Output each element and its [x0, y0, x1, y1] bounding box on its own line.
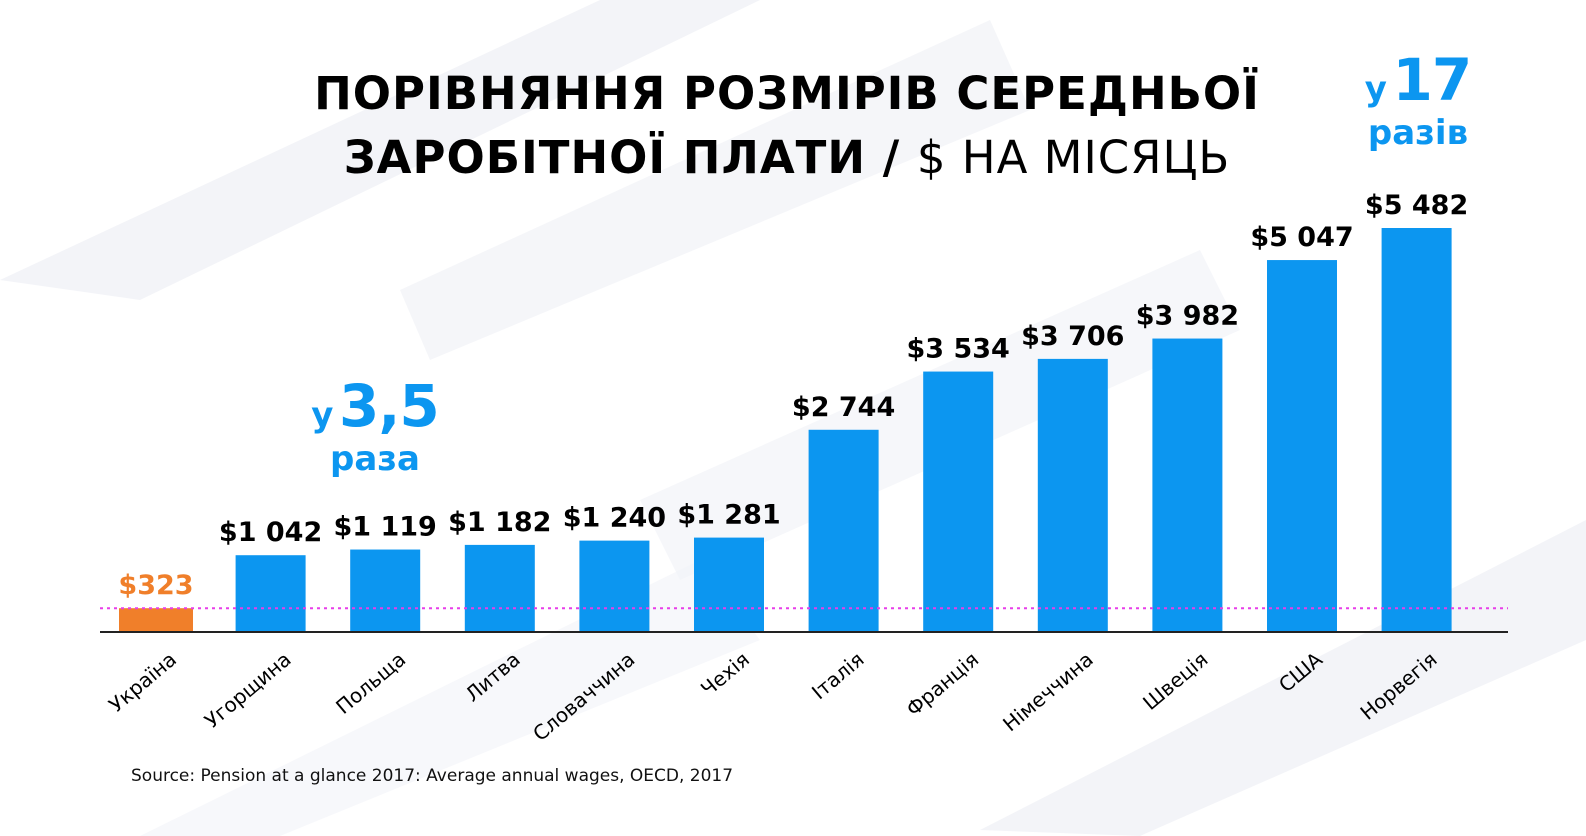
data-label-8: $3 706	[1021, 321, 1124, 352]
data-label-9: $3 982	[1136, 301, 1239, 332]
bar-5	[694, 537, 764, 632]
data-label-4: $1 240	[563, 503, 666, 534]
callout-low-word: раза	[330, 439, 420, 479]
category-label-4: Словаччина	[528, 647, 639, 746]
callout-high-word: разів	[1367, 113, 1469, 153]
data-label-7: $3 534	[907, 334, 1010, 365]
callout-high-number: 17	[1392, 46, 1473, 114]
callout-low-number: 3,5	[339, 372, 440, 440]
chart-title-unit: $ НА МІСЯЦЬ	[916, 131, 1231, 184]
bar-2	[350, 549, 421, 632]
bar-4	[579, 540, 650, 632]
category-label-9: Швеція	[1138, 647, 1212, 715]
callout-ratio-high: у 17 разів	[1348, 46, 1488, 152]
data-label-10: $5 047	[1250, 222, 1353, 253]
chart-title-main: ЗАРОБІТНОЇ ПЛАТИ	[343, 131, 867, 184]
category-label-1: Угорщина	[200, 647, 296, 733]
data-label-1: $1 042	[219, 517, 322, 548]
callout-ratio-low: у 3,5 раза	[300, 372, 450, 478]
category-label-5: Чехія	[696, 647, 754, 701]
source-note: Source: Pension at a glance 2017: Averag…	[131, 766, 734, 786]
category-label-11: Норвегія	[1356, 647, 1442, 725]
bar-0	[119, 608, 193, 632]
data-label-0: $323	[118, 570, 193, 601]
bar-8	[1037, 358, 1108, 632]
data-label-11: $5 482	[1365, 190, 1468, 221]
bar-1	[235, 555, 306, 632]
chart-title-separator: /	[882, 131, 901, 184]
category-label-10: США	[1274, 647, 1327, 697]
bar-10	[1267, 260, 1337, 632]
data-label-6: $2 744	[792, 392, 895, 423]
data-label-5: $1 281	[677, 500, 780, 531]
bar-11	[1381, 228, 1452, 632]
category-label-7: Франція	[902, 647, 984, 721]
category-label-2: Польща	[331, 647, 410, 719]
chart-title-line2: ЗАРОБІТНОЇ ПЛАТИ / $ НА МІСЯЦЬ	[0, 130, 1580, 186]
bar-3	[464, 544, 535, 632]
callout-low-prefix: у	[311, 395, 334, 435]
callout-high-prefix: у	[1364, 69, 1387, 109]
bar-6	[808, 429, 879, 632]
data-label-2: $1 119	[334, 512, 437, 543]
category-label-8: Німеччина	[998, 647, 1098, 736]
bar-9	[1152, 338, 1223, 632]
bar-7	[923, 371, 994, 632]
category-label-0: Україна	[104, 647, 181, 717]
data-label-3: $1 182	[448, 507, 551, 538]
chart-title-line1: ПОРІВНЯННЯ РОЗМІРІВ СЕРЕДНЬОЇ	[314, 67, 1260, 120]
category-label-3: Литва	[461, 647, 525, 706]
category-label-6: Італія	[807, 647, 869, 704]
